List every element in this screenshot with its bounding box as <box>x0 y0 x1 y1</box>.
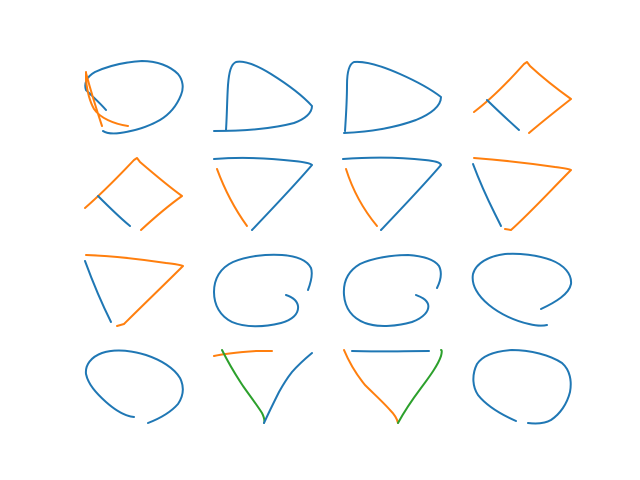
stroke-main <box>473 157 572 231</box>
stroke-main <box>84 157 183 231</box>
sketch-r1-c1 <box>213 156 313 231</box>
stroke-edge <box>486 99 520 131</box>
sketch-r3-c0 <box>84 349 184 424</box>
sketch-r0-c2 <box>343 60 442 134</box>
stroke-edge <box>345 168 378 227</box>
stroke-right <box>397 349 443 424</box>
stroke-edge <box>472 163 502 227</box>
sketch-r0-c3 <box>473 61 572 134</box>
stroke-main <box>84 60 184 135</box>
stroke-main <box>85 254 184 327</box>
sketch-r1-c3 <box>472 157 572 231</box>
stroke-main <box>342 254 442 327</box>
stroke-edge <box>97 195 131 227</box>
stroke-left <box>221 349 266 424</box>
sketch-r0-c1 <box>213 60 313 132</box>
stroke-main <box>213 253 313 328</box>
stroke-main <box>471 252 573 327</box>
stroke-overlay <box>85 71 129 127</box>
stroke-top <box>213 349 273 357</box>
sketch-r2-c3 <box>471 252 573 327</box>
stroke-right <box>263 352 313 424</box>
stroke-left <box>343 349 399 424</box>
sketch-r2-c0 <box>84 254 184 327</box>
sketch-r2-c2 <box>342 254 442 327</box>
stroke-main <box>213 60 313 132</box>
stroke-edge <box>84 260 112 323</box>
sketch-r2-c1 <box>213 253 313 328</box>
sketch-r0-c0 <box>84 60 184 135</box>
stroke-edge <box>216 168 248 227</box>
stroke-main <box>472 349 572 425</box>
stroke-main <box>213 156 313 231</box>
sketch-r1-c0 <box>84 157 183 231</box>
stroke-main <box>473 61 572 134</box>
sketch-r3-c1 <box>213 349 313 424</box>
stroke-main <box>84 349 184 424</box>
sketch-r3-c3 <box>472 349 572 425</box>
stroke-main <box>343 60 442 134</box>
sketch-r1-c2 <box>342 156 442 231</box>
stroke-main <box>342 156 442 231</box>
sketch-r3-c2 <box>343 349 443 424</box>
